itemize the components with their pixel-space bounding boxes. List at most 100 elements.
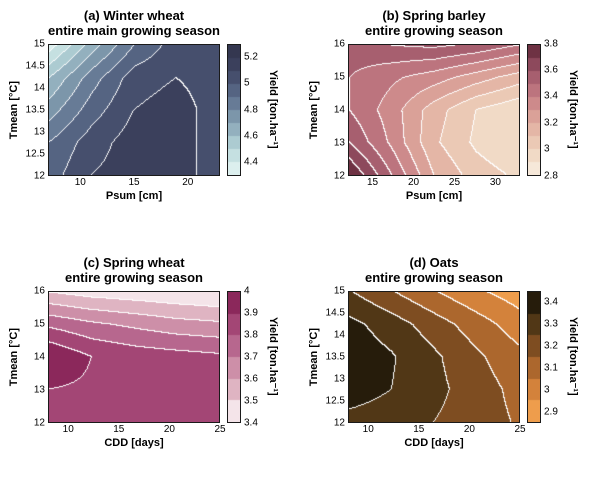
y-axis-ticks: 12 12.5 13 13.5 14 14.5 15	[21, 38, 48, 181]
y-tick-label: 15	[333, 71, 345, 83]
y-tick-label: 14	[333, 104, 345, 116]
y-tick-label: 14	[33, 82, 45, 94]
panel-title-line2: entire growing season	[65, 270, 203, 286]
colorbar-label-wrap: Yield [ton.ha⁻¹]	[266, 44, 281, 176]
colorbar-label: Yield [ton.ha⁻¹]	[267, 317, 279, 397]
y-tick-label: 13	[333, 137, 345, 149]
x-axis-ticks: 10 15 20 25	[48, 423, 226, 436]
colorbar-tick-label: 3.6	[244, 373, 258, 385]
colorbar-tick-label: 3.8	[544, 38, 558, 50]
colorbar-tick-label: 5	[244, 77, 250, 89]
y-tick-label: 12.5	[325, 395, 345, 407]
colorbar-tick-label: 3.6	[544, 64, 558, 76]
y-tick-label: 12.5	[25, 148, 45, 160]
colorbar-label: Yield [ton.ha⁻¹]	[567, 70, 579, 150]
y-tick-label: 15	[333, 285, 345, 297]
colorbar-ticks: 2.9 3 3.1 3.2 3.3 3.4	[541, 291, 566, 423]
plot-row: Tmean [°C] 12 12.5 13 13.5 14 14.5 15 2.9 3 3.1 3…	[306, 285, 600, 428]
colorbar-frame	[527, 290, 541, 423]
panel-title: (c) Spring wheat entire growing season	[22, 255, 246, 286]
colorbar-tick-label: 3.1	[544, 362, 558, 374]
plot-row: Tmean [°C] 12 13 14 15 16 3.4 3.5 3.6 3.7 3.8 3.9…	[6, 285, 300, 428]
panel-oats: (d) Oats entire growing season Tmean [°C…	[300, 247, 600, 494]
y-tick-label: 13.5	[325, 351, 345, 363]
x-tick-label: 15	[367, 176, 379, 188]
colorbar-ticks: 2.8 3 3.2 3.4 3.6 3.8	[541, 38, 566, 181]
contour-plot-canvas	[349, 291, 519, 422]
colorbar-tick-label: 3.4	[544, 296, 558, 308]
colorbar-frame	[227, 290, 241, 423]
contour-plot-frame	[48, 43, 220, 176]
panel-winter-wheat: (a) Winter wheat entire main growing sea…	[0, 0, 300, 247]
x-axis-ticks: 10 15 20	[48, 176, 220, 189]
colorbar-tick-label: 3	[544, 143, 550, 155]
colorbar-canvas	[528, 44, 540, 175]
y-tick-label: 14	[33, 351, 45, 363]
panel-title-line2: entire growing season	[365, 23, 503, 39]
x-axis-label: Psum [cm]	[105, 189, 163, 202]
y-tick-label: 12	[33, 170, 45, 182]
y-tick-label: 13.5	[25, 104, 45, 116]
y-tick-label: 12	[333, 170, 345, 182]
panel-title: (a) Winter wheat entire main growing sea…	[22, 8, 246, 39]
colorbar-tick-label: 3.4	[244, 417, 258, 429]
x-axis-label: Psum [cm]	[405, 189, 463, 202]
y-tick-label: 14	[333, 329, 345, 341]
colorbar-tick-label: 4.6	[244, 130, 258, 142]
contour-plot-canvas	[349, 44, 519, 175]
contour-plot-canvas	[49, 291, 219, 422]
colorbar-label-wrap: Yield [ton.ha⁻¹]	[266, 291, 281, 423]
contour-plot-frame	[348, 290, 520, 423]
x-tick-label: 15	[113, 423, 125, 435]
panel-title-line1: (b) Spring barley	[382, 8, 486, 23]
x-tick-label: 25	[214, 423, 226, 435]
contour-plot-canvas	[49, 44, 219, 175]
colorbar-canvas	[228, 291, 240, 422]
colorbar-tick-label: 4	[244, 285, 250, 297]
colorbar-tick-label: 3.2	[544, 340, 558, 352]
y-tick-label: 14.5	[325, 307, 345, 319]
x-axis-label: CDD [days]	[404, 436, 464, 449]
colorbar-label: Yield [ton.ha⁻¹]	[567, 317, 579, 397]
y-tick-label: 16	[33, 285, 45, 297]
colorbar-tick-label: 2.8	[544, 170, 558, 182]
panel-title-line1: (a) Winter wheat	[83, 8, 185, 23]
y-axis-label-wrap: Tmean [°C]	[306, 44, 321, 176]
y-tick-label: 13	[33, 384, 45, 396]
contour-plot-frame	[48, 290, 220, 423]
panel-title-line2: entire growing season	[365, 270, 503, 286]
y-axis-ticks: 12 13 14 15 16	[21, 285, 48, 428]
x-tick-label: 25	[514, 423, 526, 435]
y-tick-label: 15	[33, 318, 45, 330]
y-tick-label: 13	[333, 373, 345, 385]
x-tick-label: 15	[128, 176, 140, 188]
colorbar-tick-label: 3.7	[244, 351, 258, 363]
colorbar-tick-label: 3.5	[244, 395, 258, 407]
y-tick-label: 14.5	[25, 60, 45, 72]
panel-spring-wheat: (c) Spring wheat entire growing season T…	[0, 247, 300, 494]
y-axis-label: Tmean [°C]	[307, 327, 320, 386]
colorbar-tick-label: 5.2	[244, 51, 258, 63]
colorbar-canvas	[228, 44, 240, 175]
y-axis-ticks: 12 13 14 15 16	[321, 38, 348, 181]
colorbar-label-wrap: Yield [ton.ha⁻¹]	[566, 44, 581, 176]
x-tick-label: 20	[407, 176, 420, 188]
plot-row: Tmean [°C] 12 13 14 15 16 2.8 3 3.2 3.4 3.6 3.8 Y…	[306, 38, 600, 181]
x-tick-label: 10	[62, 423, 74, 435]
colorbar-frame	[527, 43, 541, 176]
x-axis-label: CDD [days]	[104, 436, 164, 449]
y-tick-label: 12	[333, 417, 345, 429]
colorbar-canvas	[528, 291, 540, 422]
panel-title-line2: entire main growing season	[48, 23, 220, 39]
y-tick-label: 12	[33, 417, 45, 429]
x-axis-ticks: 15 20 25 30	[348, 176, 520, 189]
x-tick-label: 10	[362, 423, 374, 435]
x-tick-label: 30	[489, 176, 501, 188]
panel-title-line1: (d) Oats	[409, 255, 459, 270]
x-tick-label: 15	[413, 423, 425, 435]
colorbar-tick-label: 4.8	[244, 104, 258, 116]
colorbar-tick-label: 3.4	[544, 90, 558, 102]
x-tick-label: 20	[163, 423, 175, 435]
panel-title-line1: (c) Spring wheat	[83, 255, 185, 270]
